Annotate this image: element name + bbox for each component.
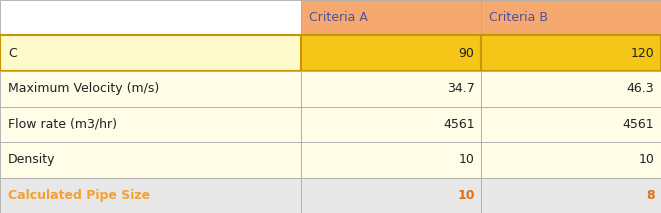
- Bar: [481, 106, 661, 142]
- Bar: [301, 177, 481, 213]
- Text: Flow rate (m3/hr): Flow rate (m3/hr): [8, 118, 117, 131]
- Text: 4561: 4561: [623, 118, 654, 131]
- Bar: [0, 142, 301, 177]
- Bar: [301, 71, 481, 106]
- Bar: [0, 177, 301, 213]
- Bar: [481, 36, 661, 71]
- Text: Calculated Pipe Size: Calculated Pipe Size: [8, 189, 150, 202]
- Text: Density: Density: [8, 153, 56, 166]
- Bar: [0, 36, 301, 71]
- Bar: [301, 0, 481, 36]
- Text: 10: 10: [457, 189, 475, 202]
- Bar: [481, 177, 661, 213]
- Bar: [481, 0, 661, 36]
- Text: Criteria A: Criteria A: [309, 11, 368, 24]
- Bar: [0, 106, 301, 142]
- Bar: [0, 71, 301, 106]
- Text: 4561: 4561: [443, 118, 475, 131]
- Text: Criteria B: Criteria B: [489, 11, 548, 24]
- Text: 46.3: 46.3: [627, 82, 654, 95]
- Text: 120: 120: [631, 47, 654, 60]
- Text: Maximum Velocity (m/s): Maximum Velocity (m/s): [8, 82, 159, 95]
- Text: 90: 90: [459, 47, 475, 60]
- Text: 10: 10: [459, 153, 475, 166]
- Bar: [481, 71, 661, 106]
- Bar: [0, 0, 301, 36]
- Text: 10: 10: [639, 153, 654, 166]
- Text: C: C: [8, 47, 17, 60]
- Bar: [481, 142, 661, 177]
- Bar: [301, 106, 481, 142]
- Text: 34.7: 34.7: [447, 82, 475, 95]
- Bar: [301, 36, 481, 71]
- Text: 8: 8: [646, 189, 654, 202]
- Bar: [301, 142, 481, 177]
